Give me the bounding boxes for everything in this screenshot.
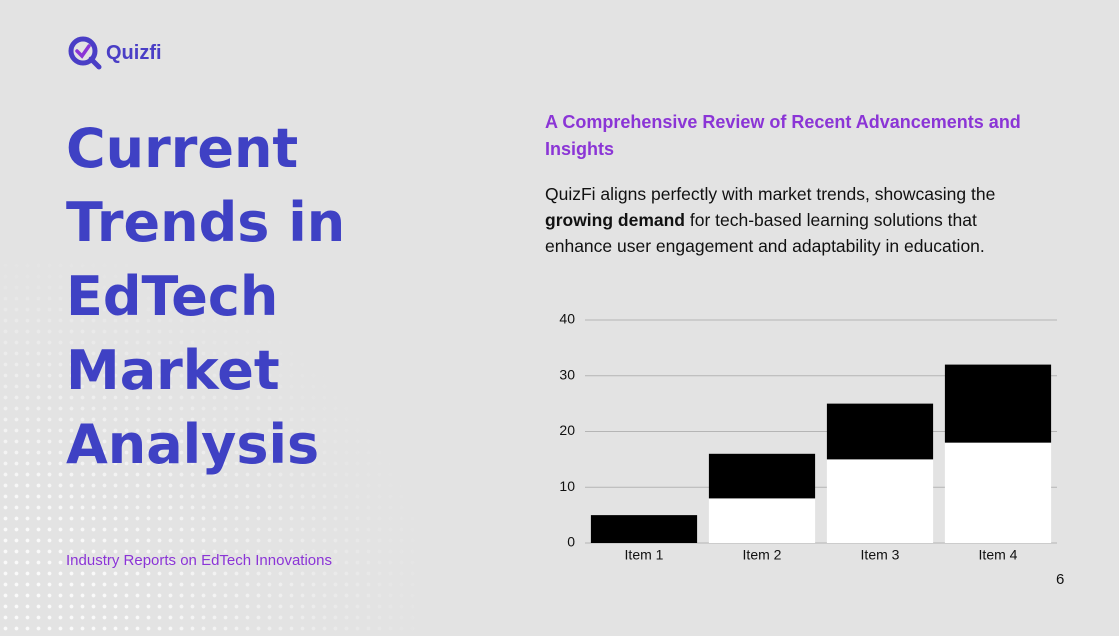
y-tick-label: 30 (559, 366, 575, 382)
logo-text: Quizfi (106, 41, 162, 64)
y-tick-label: 0 (567, 534, 575, 550)
logo-icon (68, 36, 102, 70)
title-line: Trends in (66, 191, 346, 254)
page-number: 6 (1056, 571, 1065, 588)
title-line: Market (66, 339, 280, 402)
x-tick-label: Item 4 (979, 547, 1018, 563)
bar-segment (826, 459, 934, 543)
bar-segment (944, 442, 1052, 543)
text: for tech-based learning solutions that e… (545, 210, 985, 256)
heading: A Comprehensive Review of Recent Advance… (545, 112, 1021, 159)
y-tick-label: 10 (559, 478, 575, 494)
bar-segment (708, 498, 816, 543)
bar-segment (708, 453, 816, 499)
subtitle: Industry Reports on EdTech Innovations (66, 552, 332, 569)
bar-segment (944, 364, 1052, 443)
y-tick-label: 40 (559, 311, 575, 327)
logo: Quizfi (68, 36, 162, 70)
x-tick-label: Item 3 (861, 547, 900, 563)
title: Current Trends in EdTech Market Analysis (66, 112, 345, 482)
y-tick-label: 20 (559, 422, 575, 438)
x-tick-label: Item 2 (743, 547, 782, 563)
bar-segment (590, 515, 698, 543)
title-line: Analysis (66, 413, 320, 476)
dot-pattern (0, 260, 420, 636)
body-text: QuizFi aligns perfectly with market tren… (545, 181, 1045, 259)
chart: 0 10 20 30 40 Item 1 Item 2 Item 3 Item 4 (559, 311, 1057, 563)
title-line: EdTech (66, 265, 279, 328)
bar-segment (826, 403, 934, 460)
title-line: Current (66, 117, 299, 180)
x-tick-label: Item 1 (625, 547, 664, 563)
text: QuizFi aligns perfectly with market tren… (545, 184, 996, 204)
bold-text: growing demand (545, 210, 685, 230)
